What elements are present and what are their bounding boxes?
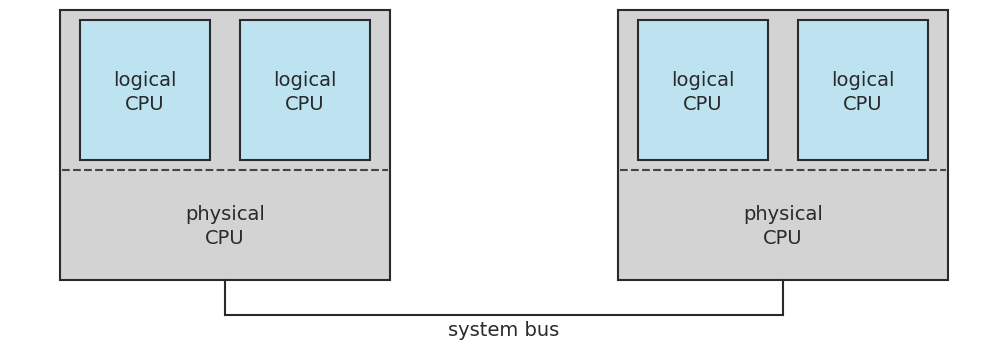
Bar: [798, 20, 928, 160]
Text: system bus: system bus: [449, 320, 559, 340]
Text: logical: logical: [832, 71, 895, 90]
Text: logical: logical: [273, 71, 337, 90]
Text: physical: physical: [743, 205, 823, 225]
Bar: [618, 10, 948, 280]
Text: logical: logical: [671, 71, 735, 90]
Text: CPU: CPU: [206, 229, 245, 248]
Text: CPU: CPU: [285, 95, 325, 114]
Text: CPU: CPU: [683, 95, 723, 114]
Bar: [80, 20, 210, 160]
Bar: [638, 20, 768, 160]
Bar: [240, 20, 370, 160]
Text: physical: physical: [185, 205, 265, 225]
Text: CPU: CPU: [843, 95, 883, 114]
Text: CPU: CPU: [125, 95, 165, 114]
Bar: [60, 10, 390, 280]
Text: logical: logical: [113, 71, 176, 90]
Text: CPU: CPU: [763, 229, 802, 248]
